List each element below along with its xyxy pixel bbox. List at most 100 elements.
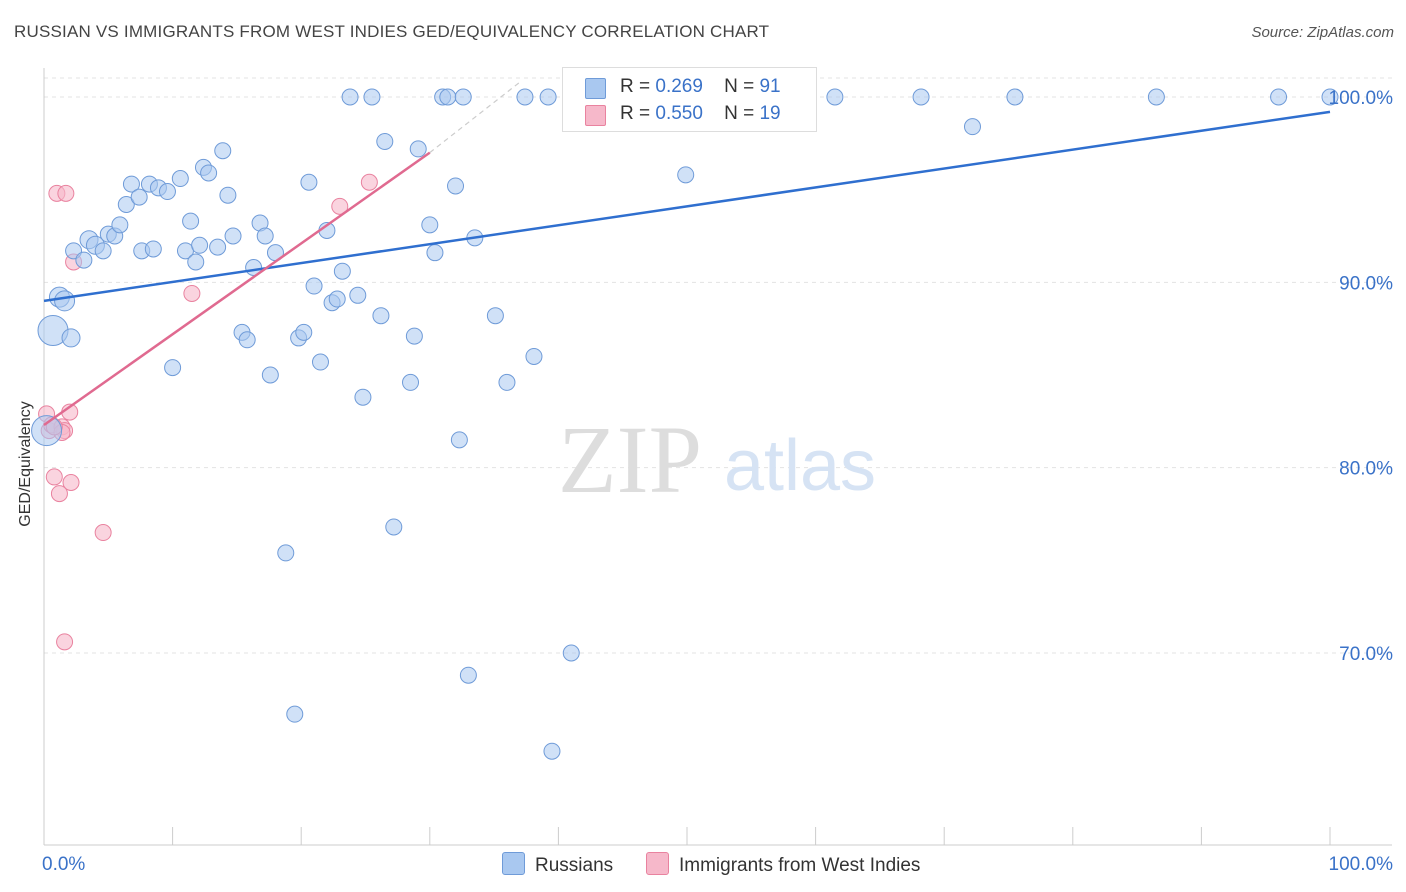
west-indies-point — [57, 184, 75, 202]
legend-n-value: 19 — [759, 103, 781, 124]
bottom-legend-russians: Russians — [502, 852, 613, 877]
legend-n-value: 91 — [759, 76, 781, 97]
bottom-legend-label-west-indies: Immigrants from West Indies — [679, 855, 921, 876]
russians-point — [54, 290, 76, 312]
legend-n-label: N = — [724, 103, 755, 124]
west-indies-point — [94, 524, 112, 542]
russians-point — [826, 88, 844, 106]
russians-point — [354, 388, 372, 406]
russians-point — [144, 240, 162, 258]
russians-point — [219, 186, 237, 204]
russians-point — [450, 431, 468, 449]
russians-point — [122, 175, 140, 193]
russians-point — [171, 170, 189, 188]
legend-n-label: N = — [724, 76, 755, 97]
russians-point — [224, 227, 242, 245]
bottom-legend-swatch-west-indies — [646, 852, 669, 875]
russians-point — [1321, 88, 1339, 106]
russians-point — [963, 118, 981, 136]
russians-point — [363, 88, 381, 106]
russians-trend-line — [43, 110, 1331, 303]
russians-point — [182, 212, 200, 230]
watermark: ZIP atlas — [558, 406, 876, 513]
russians-point — [1147, 88, 1165, 106]
russians-point — [75, 251, 93, 269]
stats-legend: R = 0.269 N = 91 R = 0.550 N = 19 — [562, 67, 817, 132]
y-tick-label: 100.0% — [1329, 88, 1394, 109]
russians-point — [31, 415, 63, 447]
russians-point — [402, 373, 420, 391]
y-tick-label: 80.0% — [1339, 459, 1393, 480]
west-indies-point — [360, 173, 378, 191]
y-tick-label: 90.0% — [1339, 273, 1393, 294]
y-axis-label: GED/Equivalency — [17, 401, 34, 526]
russians-point — [295, 323, 313, 341]
watermark-atlas: atlas — [724, 426, 876, 506]
west-indies-point — [56, 633, 74, 651]
west-indies-point — [45, 468, 63, 486]
west-indies-trend-extension — [429, 81, 521, 154]
y-tick-label: 70.0% — [1339, 644, 1393, 665]
russians-point — [459, 666, 477, 684]
west-indies-point — [183, 284, 201, 302]
russians-point — [238, 331, 256, 349]
russians-point — [385, 518, 403, 536]
russians-point — [214, 142, 232, 160]
russians-point — [498, 373, 516, 391]
russians-point — [349, 286, 367, 304]
russians-point — [187, 253, 205, 271]
russians-point — [286, 705, 304, 723]
russians-point — [341, 88, 359, 106]
russians-point — [426, 244, 444, 262]
legend-r-label: R = — [620, 103, 651, 124]
x-tick-label-end: 100.0% — [1329, 854, 1394, 875]
russians-point — [158, 183, 176, 201]
russians-point — [447, 177, 465, 195]
russians-point — [376, 132, 394, 150]
russians-point — [200, 164, 218, 182]
russians-point — [333, 262, 351, 280]
axes — [43, 68, 1392, 846]
legend-swatch-west-indies — [585, 105, 606, 126]
bottom-legend-swatch-russians — [502, 852, 525, 875]
russians-point — [543, 742, 561, 760]
russians-point — [191, 236, 209, 254]
russians-point — [61, 328, 81, 348]
x-tick-label-start: 0.0% — [42, 854, 85, 875]
grid-lines — [44, 77, 1392, 654]
bottom-legend-west-indies: Immigrants from West Indies — [646, 852, 920, 877]
russians-point — [421, 216, 439, 234]
russians-point — [300, 173, 318, 191]
russians-point — [209, 238, 227, 256]
russians-point — [405, 327, 423, 345]
russians-point — [130, 188, 148, 206]
russians-point — [1006, 88, 1024, 106]
russians-point — [525, 347, 543, 365]
russians-point — [486, 307, 504, 325]
west-indies-point — [331, 197, 349, 215]
russians-point — [256, 227, 274, 245]
russians-point — [539, 88, 557, 106]
russians-point — [305, 277, 323, 295]
west-indies-point — [50, 485, 68, 503]
russians-point — [439, 88, 457, 106]
russians-point — [111, 216, 129, 234]
legend-r-label: R = — [620, 76, 651, 97]
tick-labels: 70.0% 80.0% 90.0% 100.0% 0.0% 100.0% — [42, 88, 1393, 875]
russians-point — [311, 353, 329, 371]
russians-point — [164, 359, 182, 377]
russians-point — [562, 644, 580, 662]
russians-point — [328, 290, 346, 308]
legend-swatch-russians — [585, 78, 606, 99]
west-indies-point — [62, 473, 80, 491]
russians-point — [277, 544, 295, 562]
chart-source: Source: ZipAtlas.com — [1251, 24, 1394, 41]
russians-point — [516, 88, 534, 106]
watermark-zip: ZIP — [558, 406, 702, 513]
chart-title: RUSSIAN VS IMMIGRANTS FROM WEST INDIES G… — [14, 22, 770, 41]
trend-lines — [43, 81, 1331, 427]
russians-point — [409, 140, 427, 158]
russians-point — [912, 88, 930, 106]
russians-point — [117, 195, 135, 213]
